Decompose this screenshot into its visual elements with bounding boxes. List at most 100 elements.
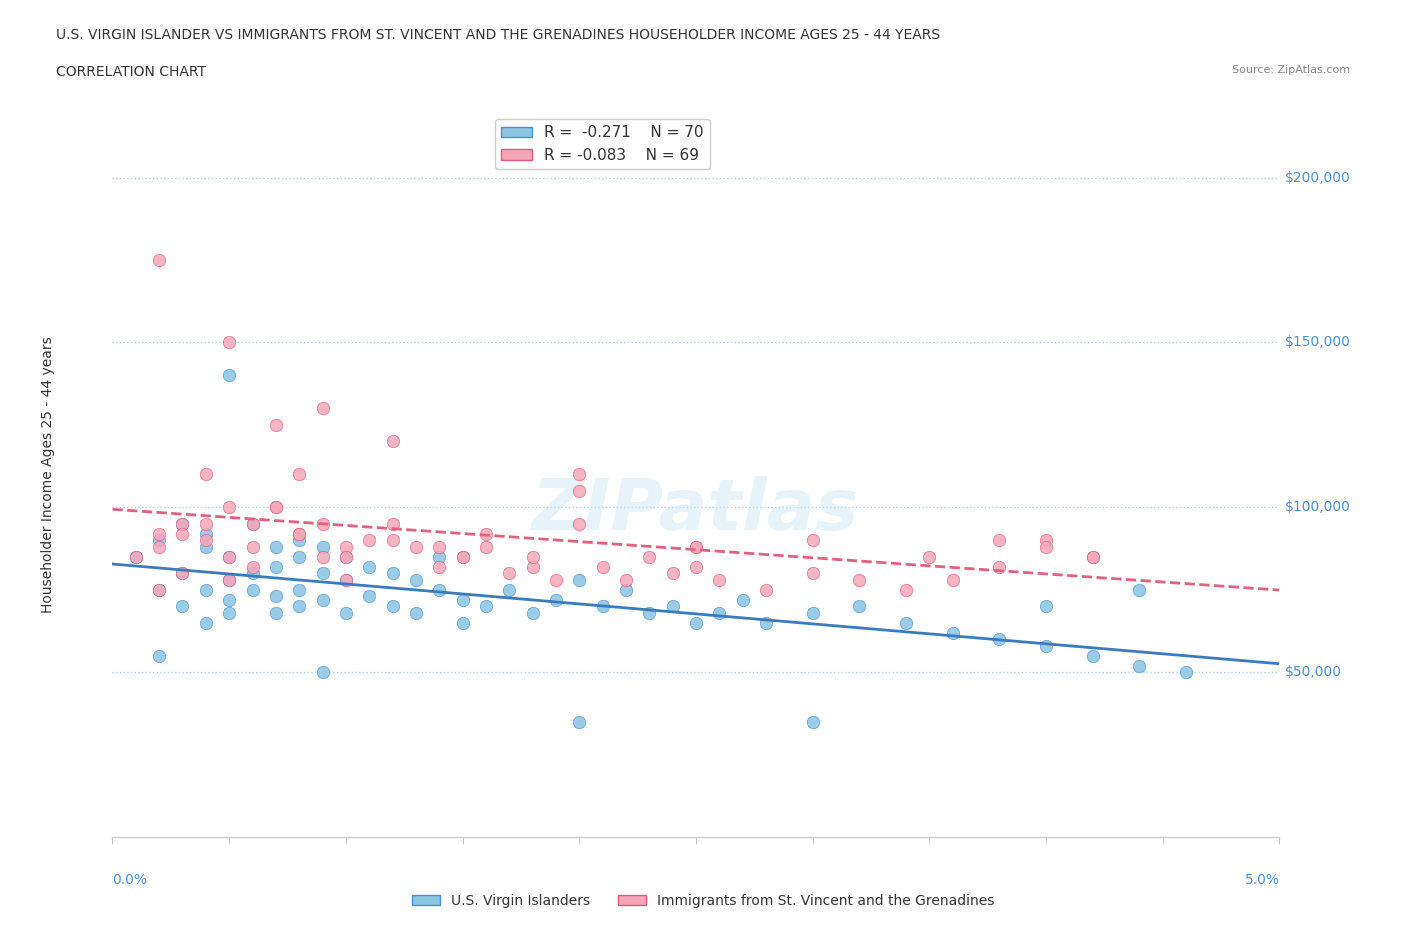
Point <box>661 565 683 580</box>
Text: 5.0%: 5.0% <box>1244 873 1279 887</box>
Point <box>592 559 614 574</box>
Point <box>451 592 474 607</box>
Point <box>381 533 404 548</box>
Point <box>685 539 707 554</box>
Point <box>451 550 474 565</box>
Point <box>1081 550 1104 565</box>
Point <box>242 565 264 580</box>
Point <box>311 539 333 554</box>
Text: Householder Income Ages 25 - 44 years: Householder Income Ages 25 - 44 years <box>41 336 55 613</box>
Point <box>264 559 287 574</box>
Point <box>427 582 450 597</box>
Point <box>288 467 311 482</box>
Point <box>264 499 287 514</box>
Point <box>218 550 240 565</box>
Text: $100,000: $100,000 <box>1285 500 1351 514</box>
Point <box>148 582 170 597</box>
Point <box>942 625 965 640</box>
Point <box>311 516 333 531</box>
Point <box>522 559 544 574</box>
Point <box>288 550 311 565</box>
Point <box>568 484 591 498</box>
Point <box>522 550 544 565</box>
Point <box>592 599 614 614</box>
Point <box>614 582 637 597</box>
Point <box>194 539 217 554</box>
Point <box>218 368 240 383</box>
Point <box>288 526 311 541</box>
Point <box>242 516 264 531</box>
Point <box>148 533 170 548</box>
Point <box>218 335 240 350</box>
Point <box>359 589 381 604</box>
Point <box>172 599 194 614</box>
Point <box>242 516 264 531</box>
Point <box>1175 665 1198 680</box>
Point <box>709 605 731 620</box>
Point <box>918 550 941 565</box>
Text: $150,000: $150,000 <box>1285 336 1351 350</box>
Point <box>148 539 170 554</box>
Point <box>1081 648 1104 663</box>
Point <box>311 550 333 565</box>
Point <box>335 605 357 620</box>
Point <box>801 605 824 620</box>
Point <box>264 499 287 514</box>
Point <box>148 253 170 268</box>
Point <box>218 592 240 607</box>
Point <box>381 565 404 580</box>
Text: 0.0%: 0.0% <box>112 873 148 887</box>
Point <box>848 599 870 614</box>
Legend: R =  -0.271    N = 70, R = -0.083    N = 69: R = -0.271 N = 70, R = -0.083 N = 69 <box>495 119 710 169</box>
Point <box>194 616 217 631</box>
Point <box>311 592 333 607</box>
Point <box>288 533 311 548</box>
Point <box>288 582 311 597</box>
Point <box>148 582 170 597</box>
Point <box>475 526 498 541</box>
Point <box>544 572 567 587</box>
Point <box>242 582 264 597</box>
Point <box>335 550 357 565</box>
Point <box>988 631 1011 646</box>
Point <box>405 539 427 554</box>
Point <box>638 605 661 620</box>
Text: U.S. VIRGIN ISLANDER VS IMMIGRANTS FROM ST. VINCENT AND THE GRENADINES HOUSEHOLD: U.S. VIRGIN ISLANDER VS IMMIGRANTS FROM … <box>56 28 941 42</box>
Point <box>731 592 754 607</box>
Point <box>311 565 333 580</box>
Point <box>427 550 450 565</box>
Point <box>172 565 194 580</box>
Point <box>1081 550 1104 565</box>
Point <box>755 582 778 597</box>
Point <box>335 539 357 554</box>
Point <box>568 572 591 587</box>
Point <box>894 616 917 631</box>
Point <box>1035 638 1057 653</box>
Legend: U.S. Virgin Islanders, Immigrants from St. Vincent and the Grenadines: U.S. Virgin Islanders, Immigrants from S… <box>406 889 1000 914</box>
Point <box>894 582 917 597</box>
Point <box>568 467 591 482</box>
Point <box>1035 539 1057 554</box>
Text: $50,000: $50,000 <box>1285 665 1343 679</box>
Point <box>264 539 287 554</box>
Point <box>801 533 824 548</box>
Point <box>1128 582 1150 597</box>
Point <box>638 550 661 565</box>
Point <box>288 599 311 614</box>
Point <box>242 539 264 554</box>
Point <box>218 499 240 514</box>
Point <box>335 550 357 565</box>
Point <box>242 559 264 574</box>
Point <box>661 599 683 614</box>
Point <box>194 533 217 548</box>
Point <box>405 572 427 587</box>
Point <box>125 550 148 565</box>
Point <box>335 572 357 587</box>
Text: ZIPatlas: ZIPatlas <box>533 476 859 545</box>
Point <box>172 565 194 580</box>
Point <box>288 526 311 541</box>
Point <box>568 516 591 531</box>
Point <box>685 616 707 631</box>
Point <box>1128 658 1150 673</box>
Point <box>614 572 637 587</box>
